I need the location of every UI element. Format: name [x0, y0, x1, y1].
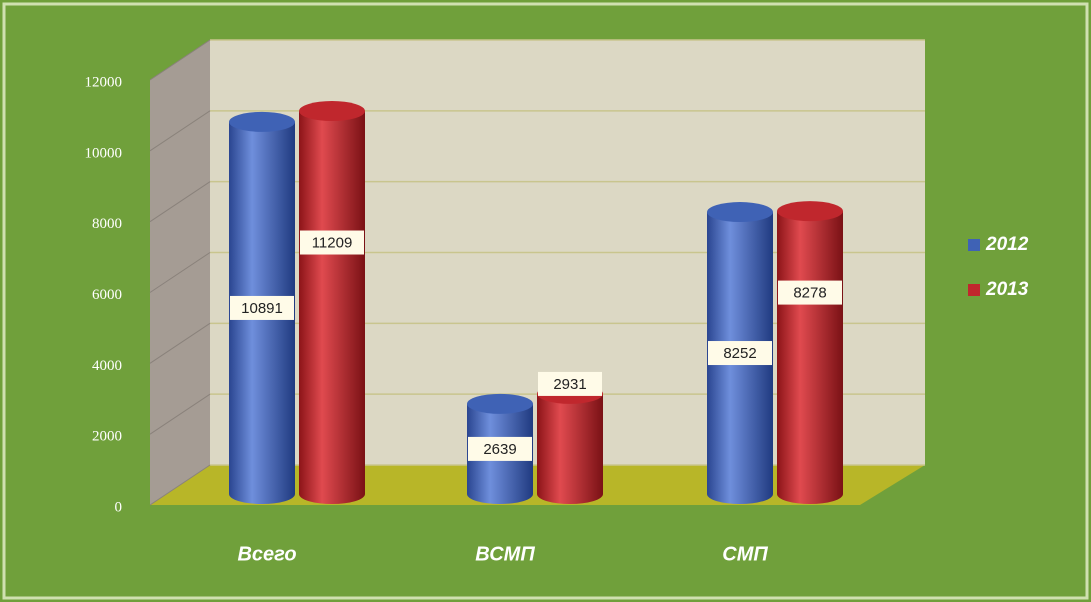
- y-tick-label: 6000: [92, 287, 122, 303]
- data-label-box: [538, 371, 602, 396]
- y-tick-label: 8000: [92, 216, 122, 232]
- data-label: 11209: [312, 234, 353, 251]
- grid-line: [149, 322, 211, 364]
- y-tick-label: 4000: [92, 358, 122, 374]
- x-tick-label: СМП: [722, 543, 768, 565]
- grid-line: [149, 181, 211, 223]
- bar-part: [467, 393, 533, 414]
- data-label-box: [468, 436, 532, 461]
- legend-label: 2013: [985, 279, 1029, 300]
- data-label: 10891: [241, 300, 283, 317]
- data-label: 8278: [793, 285, 826, 302]
- grid-line: [149, 110, 211, 152]
- bar-part: [229, 111, 295, 132]
- y-tick-label: 10000: [85, 145, 123, 161]
- bar-part: [707, 202, 773, 223]
- data-label-box: [230, 295, 294, 320]
- grid-line: [149, 393, 211, 435]
- y-tick-label: 12000: [85, 74, 123, 90]
- x-tick-label: Всего: [237, 543, 296, 565]
- data-label-box: [708, 341, 772, 366]
- bar: [537, 383, 603, 504]
- grid-line: [149, 252, 211, 293]
- bar-part: [299, 111, 365, 495]
- x-tick-label: ВСМП: [475, 543, 535, 565]
- bar-part: [537, 393, 603, 494]
- legend-swatch: [968, 239, 980, 251]
- legend-label: 2012: [985, 234, 1029, 255]
- y-tick-label: 0: [115, 499, 123, 515]
- data-label: 2639: [483, 441, 516, 458]
- y-tick-label: 2000: [92, 429, 122, 445]
- grid-line: [149, 39, 211, 81]
- data-label-box: [300, 230, 364, 255]
- data-label-box: [778, 280, 842, 305]
- bar: [777, 201, 843, 504]
- bar-part: [777, 211, 843, 494]
- data-label: 2931: [553, 376, 586, 393]
- bar-part: [299, 101, 365, 122]
- data-label: 8252: [723, 345, 756, 362]
- bar: [299, 101, 365, 504]
- bar-part: [777, 201, 843, 222]
- legend-swatch: [968, 284, 980, 296]
- grid-line: [149, 464, 211, 506]
